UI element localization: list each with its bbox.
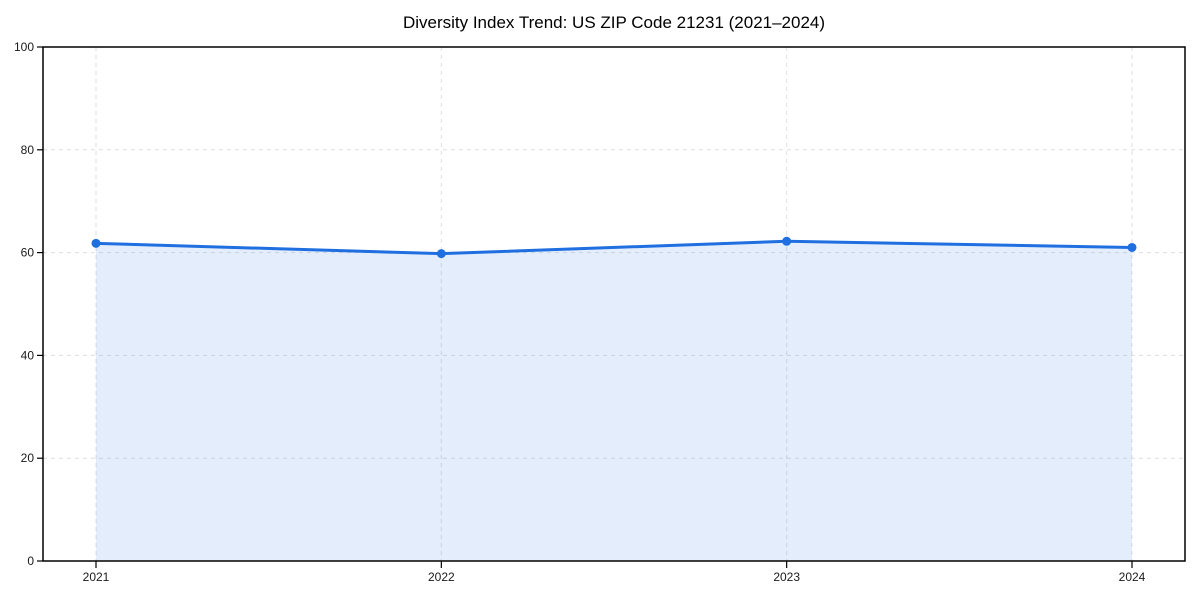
- y-tick-label: 100: [14, 40, 34, 54]
- plot-border: [42, 46, 1186, 562]
- data-point-marker: [782, 236, 792, 246]
- y-tick-label: 60: [21, 246, 35, 260]
- area-fill: [96, 241, 1132, 562]
- y-tick-label: 0: [27, 554, 34, 568]
- y-tick-label: 80: [21, 143, 35, 157]
- data-point-marker: [436, 249, 446, 259]
- data-point-marker: [1127, 242, 1137, 252]
- data-point-marker: [91, 238, 101, 248]
- y-tick-label: 40: [21, 348, 35, 362]
- trend-line: [94, 239, 1134, 256]
- trend-line-path: [94, 239, 1134, 256]
- axes-spines: [42, 46, 1186, 562]
- x-tick-label: 2022: [428, 570, 455, 584]
- tick-labels: 0 20 40 60 80 100 2021 2022 2023 2024: [14, 40, 1146, 584]
- x-tick-label: 2024: [1119, 570, 1146, 584]
- tick-marks: [37, 46, 1133, 568]
- y-tick-label: 20: [21, 451, 35, 465]
- chart-title: Diversity Index Trend: US ZIP Code 21231…: [403, 13, 825, 32]
- x-tick-label: 2021: [83, 570, 110, 584]
- area-fill-shape: [96, 241, 1132, 562]
- x-tick-label: 2023: [773, 570, 800, 584]
- data-points: [91, 236, 1137, 259]
